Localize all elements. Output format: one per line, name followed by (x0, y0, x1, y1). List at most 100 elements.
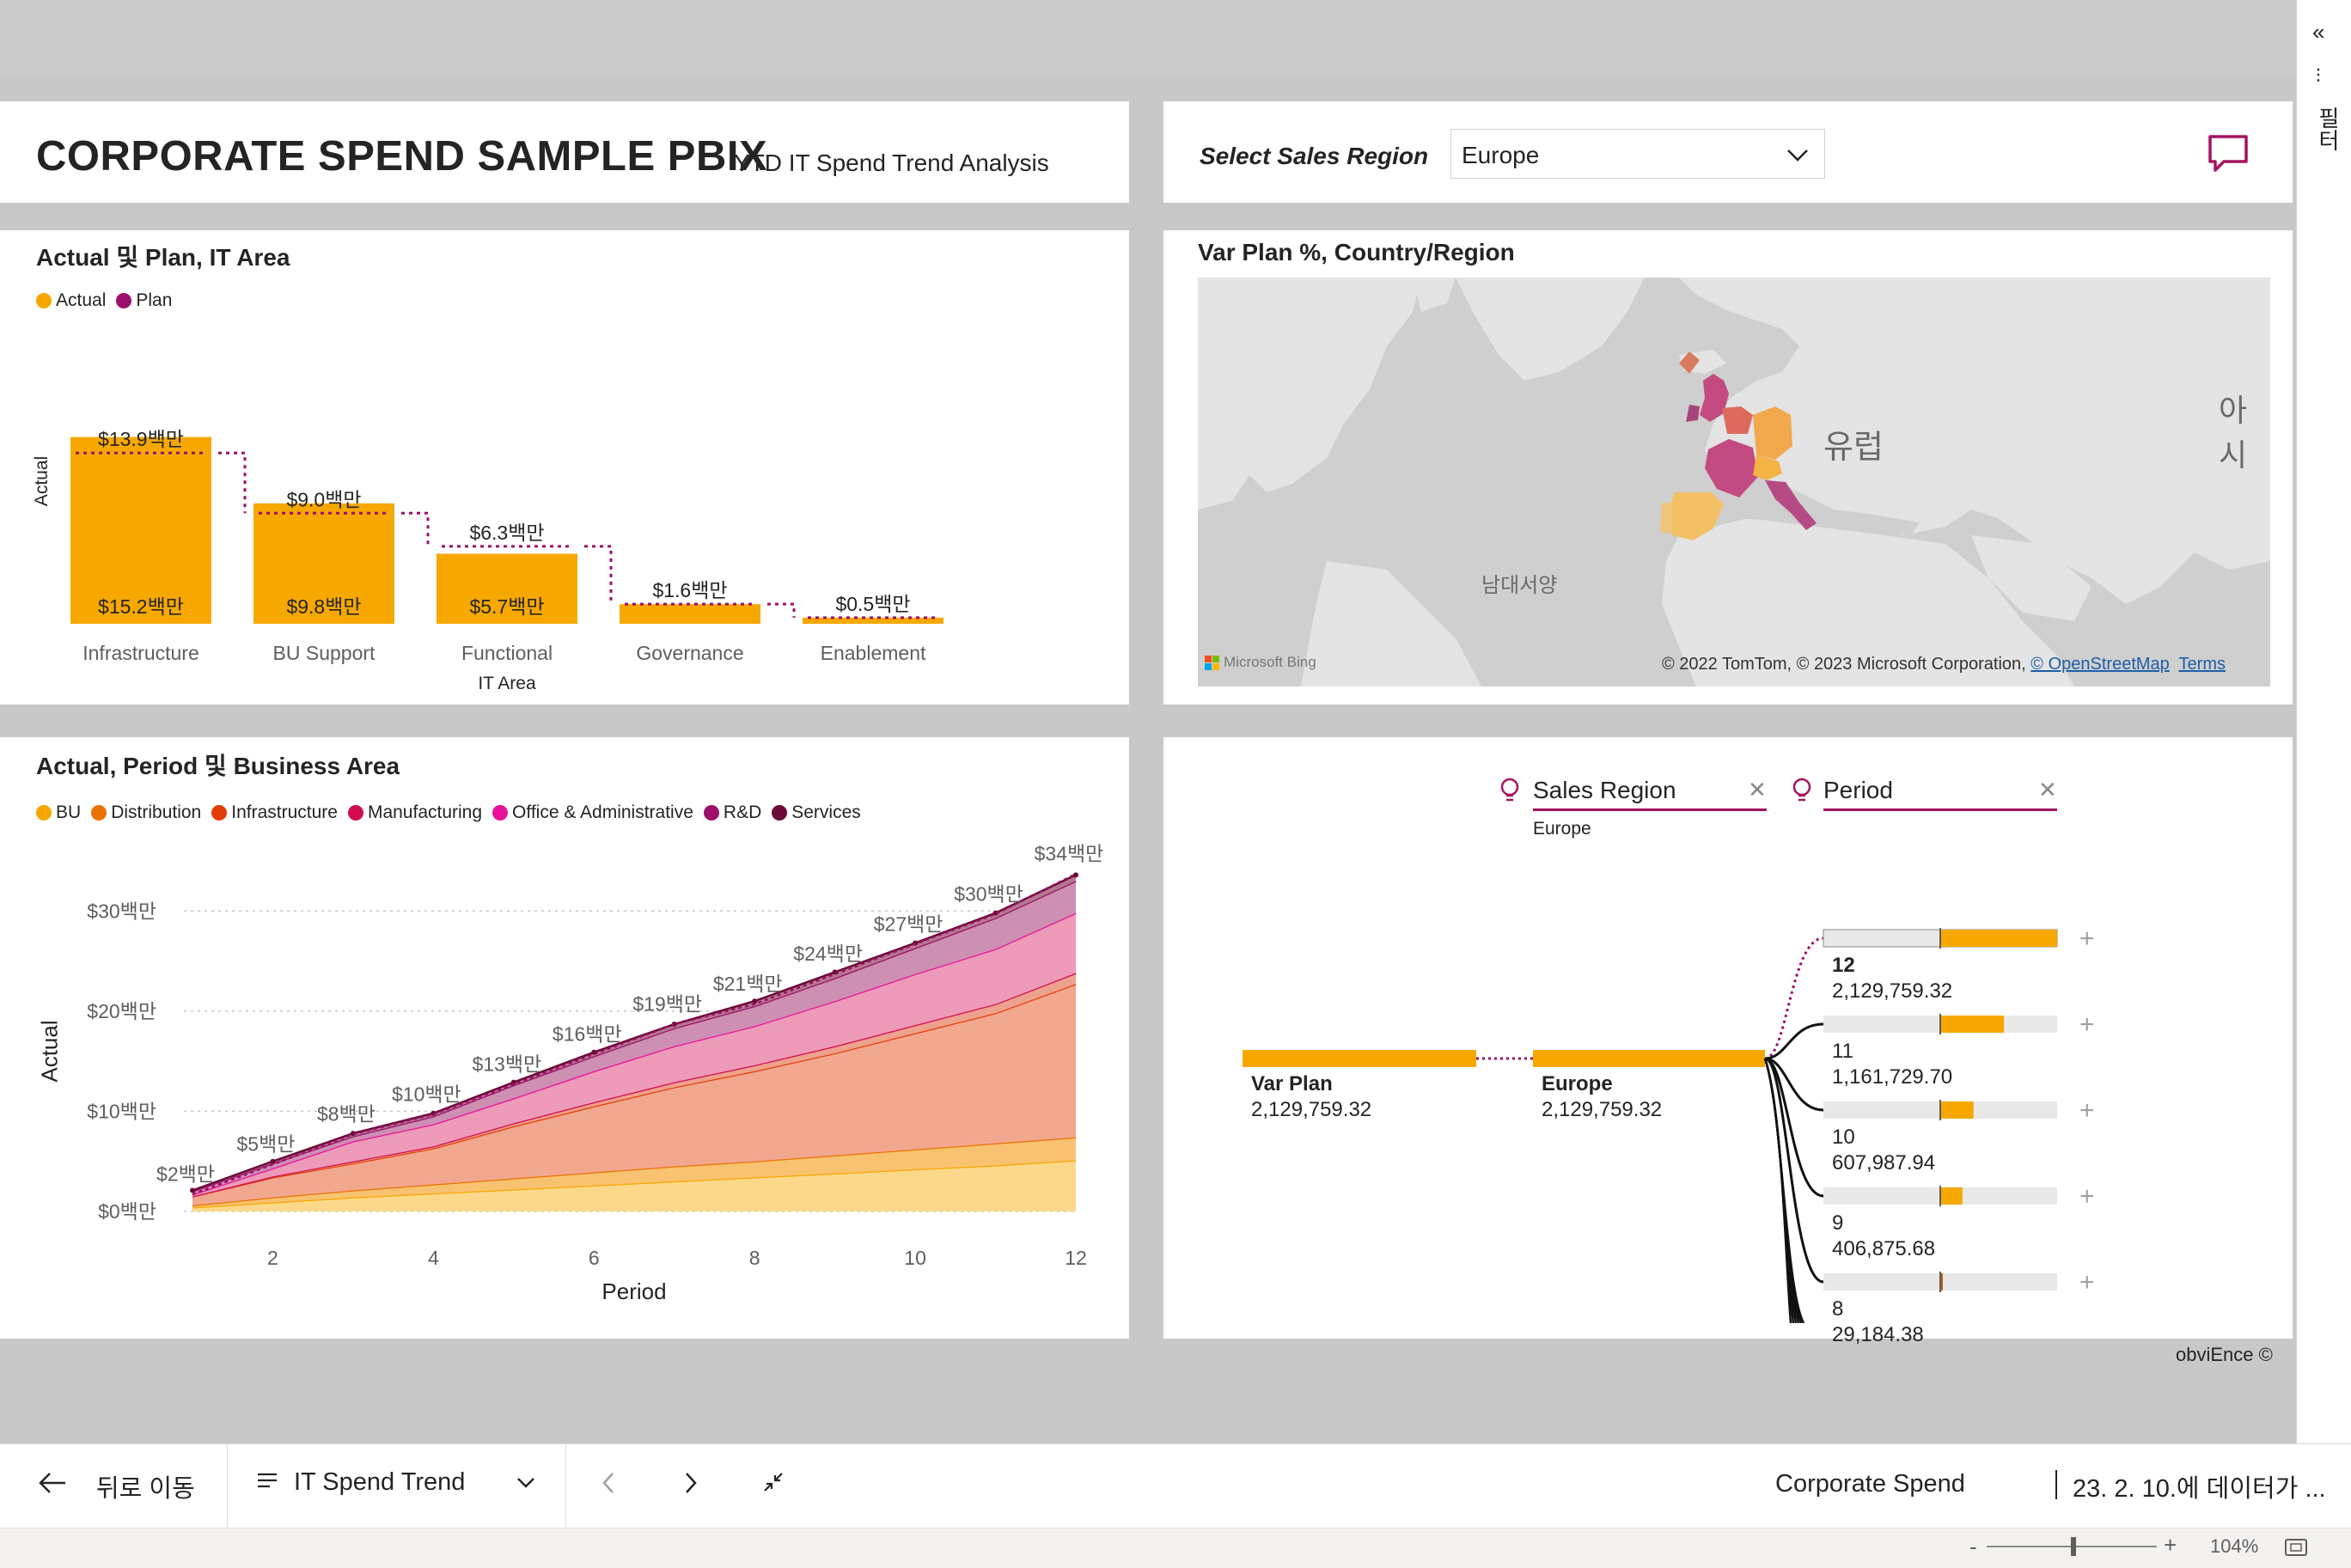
legend-dot-icon (36, 293, 52, 308)
zoom-slider-thumb[interactable] (2071, 1537, 2076, 1556)
fullscreen-exit-icon[interactable] (761, 1470, 785, 1498)
actual-bar (253, 503, 394, 624)
period-item-label[interactable]: 8 (1832, 1297, 1844, 1321)
actual-data-label: $15.2백만 (98, 595, 184, 618)
actual-data-label: $5.7백만 (469, 595, 544, 618)
legend-label: Services (791, 802, 861, 822)
x-tick-label: 2 (267, 1247, 278, 1269)
report-name: Corporate Spend (1775, 1470, 1965, 1498)
actual-plan-bar-chart: $13.9백만 $15.2백만 Infrastructure $9.0백만 $9.8백만… (70, 428, 943, 693)
x-axis-title: IT Area (478, 674, 536, 693)
fit-page-icon[interactable] (2284, 1537, 2308, 1562)
lightbulb-icon (1791, 777, 1813, 810)
remove-period-icon[interactable]: ✕ (2038, 777, 2057, 802)
page-chevron-down-icon[interactable] (516, 1473, 536, 1495)
attribution-text: © 2022 TomTom, © 2023 Microsoft Corporat… (1661, 655, 2026, 674)
plan-data-label: $13.9백만 (98, 428, 184, 450)
zoom-slider[interactable] (1987, 1537, 2157, 1556)
legend-dot-icon (211, 805, 228, 821)
legend-dot-icon (347, 805, 363, 821)
map-label-europe: 유럽 (1823, 430, 1884, 466)
legend-item[interactable]: Office & Administrative (492, 802, 693, 823)
map-label-asia: 아시 (2219, 393, 2248, 473)
plan-data-label: $9.0백만 (286, 488, 361, 510)
legend-dot-icon (36, 805, 52, 821)
x-tick-label: BU Support (273, 642, 376, 664)
decomp-head-period[interactable]: Period (1823, 777, 1893, 803)
plan-connector (401, 511, 430, 546)
actual-bar (437, 553, 577, 624)
actual-data-label: $9.8백만 (286, 595, 361, 618)
expand-plus-icon: + (2079, 1268, 2095, 1296)
decomp-head-sales-region[interactable]: Sales Region (1533, 777, 1676, 803)
map-title: Var Plan %, Country/Region (1198, 239, 1515, 265)
zoom-out-icon[interactable]: - (1969, 1534, 1977, 1559)
region-node-label: Europe (1542, 1072, 1613, 1095)
item-connector (1764, 1057, 1824, 1284)
remove-sales-region-icon[interactable]: ✕ (1748, 777, 1767, 802)
dropdown-value: Europe (1462, 142, 1540, 168)
filters-rail[interactable]: « ⫶ 필터 (2296, 0, 2351, 1443)
data-point (1073, 872, 1078, 878)
comment-icon[interactable] (2207, 132, 2250, 180)
period-item-label[interactable]: 11 (1832, 1040, 1853, 1063)
area-series-office-administrative (192, 912, 1076, 1197)
chart3-legend: BU Distribution Infrastructure Manufacturin… (36, 802, 871, 823)
y-tick-label: $20백만 (87, 1000, 156, 1022)
clip-edge (1817, 1321, 2091, 1323)
period-item-label[interactable]: 9 (1832, 1211, 1844, 1235)
prev-page-icon[interactable] (600, 1470, 617, 1500)
page-selector[interactable]: IT Spend Trend (294, 1468, 466, 1496)
legend-label: BU (56, 802, 82, 822)
legend-item[interactable]: Services (772, 802, 861, 823)
legend-label: Distribution (111, 802, 202, 822)
legend-item-actual[interactable]: Actual (36, 290, 106, 311)
item-bar-fill (1940, 1101, 1974, 1119)
decomp-head-sub: Europe (1533, 819, 1591, 839)
legend-item[interactable]: Distribution (91, 802, 201, 823)
total-data-label: $27백만 (874, 912, 943, 935)
sales-region-dropdown[interactable]: Europe (1450, 129, 1825, 179)
period-item-label[interactable]: 10 (1832, 1126, 1855, 1149)
report-title: CORPORATE SPEND SAMPLE PBIX (36, 133, 768, 180)
expand-plus-icon: + (2079, 1182, 2095, 1211)
legend-label: Office & Administrative (512, 802, 693, 822)
europe-map[interactable]: 유럽 아시 남대서양 Microsoft Bing © 2022 TomTom,… (1198, 278, 2270, 686)
x-tick-label: Infrastructure (82, 642, 199, 664)
next-page-icon[interactable] (682, 1470, 699, 1500)
legend-item[interactable]: BU (36, 802, 81, 823)
root-node-bar (1243, 1050, 1476, 1067)
back-arrow-icon[interactable] (38, 1470, 67, 1500)
x-tick-label: 12 (1065, 1247, 1087, 1269)
back-button[interactable]: 뒤로 이동 (96, 1475, 195, 1503)
data-refresh-status[interactable]: 23. 2. 10.에 데이터가 ... (2073, 1475, 2326, 1503)
period-area-chart: $0백만 $10백만 $20백만 $30백만 2 4 6 8 10 12 Period $2백만 $5백… (87, 843, 1103, 1304)
zoom-percent: 104% (2210, 1535, 2259, 1557)
data-point (270, 1158, 276, 1164)
data-point (510, 1079, 516, 1085)
x-tick-label: 4 (428, 1247, 439, 1269)
expand-plus-icon: + (2079, 924, 2095, 953)
legend-item[interactable]: R&D (703, 802, 761, 823)
legend-item-plan[interactable]: Plan (116, 290, 172, 311)
series-line (192, 983, 1077, 1198)
period-item-label[interactable]: 12 (1832, 954, 1855, 977)
slicer-label: Select Sales Region (1200, 143, 1429, 169)
header-panel (0, 101, 1129, 203)
total-data-label: $13백만 (472, 1052, 541, 1075)
region-node-bar (1533, 1050, 1765, 1067)
total-data-label: $24백만 (793, 943, 863, 965)
expand-icon[interactable]: « (2312, 19, 2325, 45)
bing-logo: Microsoft Bing (1205, 654, 1316, 671)
legend-item[interactable]: Manufacturing (347, 802, 482, 823)
legend-item[interactable]: Infrastructure (211, 802, 338, 823)
item-connector (1764, 937, 1824, 1060)
terms-link[interactable]: Terms (2178, 655, 2226, 674)
x-tick-label: 8 (749, 1247, 760, 1269)
x-tick-label: Functional (461, 642, 553, 664)
filters-label[interactable]: 필터 (2315, 107, 2341, 151)
legend-dot-icon (116, 293, 132, 308)
openstreetmap-link[interactable]: © OpenStreetMap (2030, 655, 2170, 674)
plan-data-label: $6.3백만 (469, 522, 544, 544)
zoom-in-icon[interactable]: + (2164, 1532, 2177, 1558)
